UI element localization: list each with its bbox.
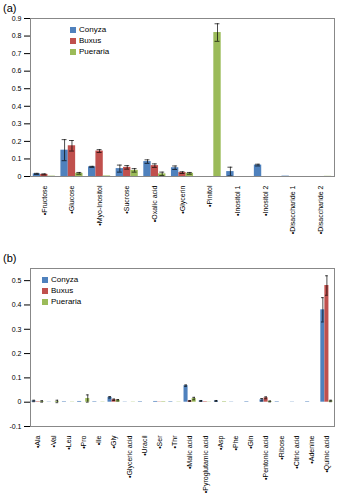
svg-text:0.3: 0.3 (12, 120, 22, 127)
svg-text:0.9: 0.9 (12, 15, 22, 22)
html-text:Pueraria: Pueraria (51, 297, 82, 306)
svg-text:0.5: 0.5 (12, 277, 22, 284)
svg-text:•Glucose: •Glucose (68, 185, 75, 213)
svg-text:•Val: •Val (50, 435, 57, 447)
svg-text:0.7: 0.7 (12, 50, 22, 57)
html-text:Conyza: Conyza (79, 25, 107, 34)
svg-text:•Phe: •Phe (232, 435, 239, 450)
svg-text:•Oxalic acid: •Oxalic acid (151, 185, 158, 222)
svg-text:•Quinic acid: •Quinic acid (323, 435, 331, 472)
svg-text:•Disaccharide 2: •Disaccharide 2 (317, 185, 324, 234)
svg-text:•Thr: •Thr (171, 435, 178, 449)
svg-text:•Pinitol: •Pinitol (206, 185, 213, 207)
svg-text:•Fructose: •Fructose (41, 185, 48, 215)
svg-text:•Malic acid: •Malic acid (186, 435, 193, 469)
svg-text:0.4: 0.4 (12, 301, 22, 308)
html-text:Conyza: Conyza (51, 275, 79, 284)
svg-text:•Ile: •Ile (95, 435, 102, 445)
svg-text:•Pro: •Pro (80, 435, 87, 448)
svg-text:•Pentonic acid: •Pentonic acid (262, 435, 269, 480)
svg-text:•Ribose: •Ribose (278, 435, 285, 459)
html-text:Buxus: Buxus (79, 36, 102, 45)
svg-text:•Asp: •Asp (217, 435, 225, 450)
svg-text:•Disaccharide 1: •Disaccharide 1 (289, 185, 296, 234)
svg-text:0.2: 0.2 (12, 350, 22, 357)
svg-text:•Ala: •Ala (34, 435, 41, 448)
svg-text:0.5: 0.5 (12, 85, 22, 92)
svg-text:0.4: 0.4 (12, 103, 22, 110)
html-text:(b): (b) (3, 252, 17, 264)
svg-text:-0.1: -0.1 (9, 423, 21, 430)
svg-text:•Pyroglutamic acid: •Pyroglutamic acid (202, 435, 210, 493)
svg-text:0.3: 0.3 (12, 326, 22, 333)
html-text:(a): (a) (3, 2, 17, 14)
svg-text:0: 0 (18, 398, 22, 405)
svg-text:•Glyceric acid: •Glyceric acid (126, 435, 134, 478)
svg-text:•Inositol 1: •Inositol 1 (234, 185, 241, 216)
svg-text:0.8: 0.8 (12, 32, 22, 39)
svg-text:•Uracil: •Uracil (141, 435, 148, 456)
svg-text:•Adenine: •Adenine (308, 435, 315, 463)
svg-text:•Ser: •Ser (156, 435, 163, 449)
svg-text:•Glycerin: •Glycerin (179, 185, 187, 213)
svg-text:•Gln: •Gln (247, 435, 254, 448)
svg-text:0: 0 (18, 173, 22, 180)
html-text:Buxus: Buxus (51, 286, 74, 295)
svg-text:0.6: 0.6 (12, 67, 22, 74)
svg-text:•Leu: •Leu (65, 435, 72, 449)
svg-text:•Inositol 2: •Inositol 2 (262, 185, 269, 216)
svg-text:•Sucrose: •Sucrose (123, 185, 130, 213)
svg-text:•Gly: •Gly (110, 435, 118, 448)
svg-text:0.1: 0.1 (12, 155, 22, 162)
svg-text:•Myo-Inositol: •Myo-Inositol (96, 185, 104, 226)
svg-text:•Citric acid: •Citric acid (293, 435, 300, 468)
svg-text:0.1: 0.1 (12, 374, 22, 381)
html-text:Pueraria: Pueraria (79, 47, 110, 56)
svg-text:0.2: 0.2 (12, 138, 22, 145)
